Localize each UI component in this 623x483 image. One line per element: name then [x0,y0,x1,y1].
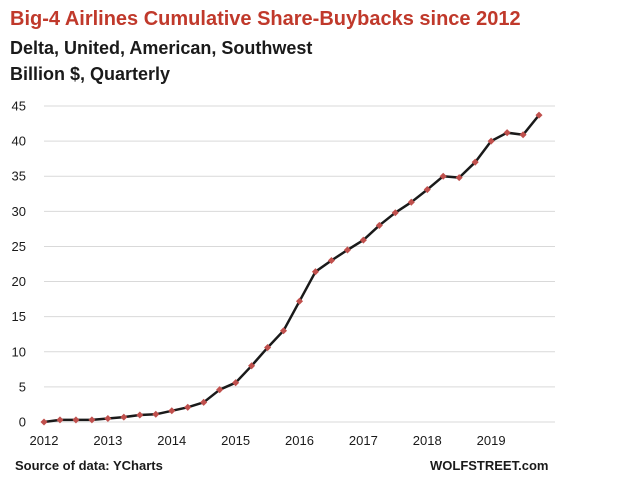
data-point [439,172,447,180]
data-point [56,416,64,424]
data-point [72,416,80,424]
data-point [519,131,527,139]
data-point [40,418,48,426]
data-point [295,297,304,305]
x-tick-label: 2018 [413,433,442,448]
site-credit: WOLFSTREET.com [430,458,549,473]
y-tick-label: 15 [12,309,26,324]
data-point [471,158,479,166]
data-point [375,221,383,229]
y-tick-label: 40 [12,134,26,149]
y-tick-label: 5 [19,379,26,394]
y-tick-label: 30 [12,204,26,219]
y-tick-label: 0 [19,415,26,430]
y-tick-label: 35 [12,169,26,184]
x-tick-label: 2014 [157,433,186,448]
chart-subtitle-companies: Delta, United, American, Southwest [10,38,313,58]
x-tick-label: 2019 [477,433,506,448]
grid-layer [44,105,555,423]
axis-labels: 0 5 10 15 20 25 30 35 40 45 2012 2013 2014 2015 2016 20… [12,99,506,449]
series-layer [40,111,543,426]
data-point [343,246,351,254]
data-point [232,379,240,387]
data-point [423,186,431,194]
data-point [279,327,288,335]
data-point [104,414,112,423]
y-tick-label: 45 [12,99,26,114]
data-point [487,137,495,145]
chart-title: Big-4 Airlines Cumulative Share-Buybacks… [10,8,521,30]
x-tick-label: 2012 [30,433,59,448]
data-point [168,407,176,415]
y-tick-label: 20 [12,274,26,289]
data-point [152,410,160,418]
data-point [248,362,256,370]
y-tick-label: 10 [12,344,26,359]
x-tick-label: 2013 [93,433,122,448]
data-point [264,344,272,352]
chart-subtitle-units: Billion $, Quarterly [10,64,171,84]
x-tick-label: 2016 [285,433,314,448]
x-tick-label: 2015 [221,433,250,448]
data-point [200,398,208,406]
data-point [184,403,192,411]
data-point [216,386,224,394]
series-line [43,114,540,424]
data-source-note: Source of data: YCharts [15,458,163,473]
data-point [136,411,144,419]
y-tick-label: 25 [12,239,26,254]
data-point [407,198,415,206]
data-point [120,413,128,421]
x-tick-label: 2017 [349,433,378,448]
